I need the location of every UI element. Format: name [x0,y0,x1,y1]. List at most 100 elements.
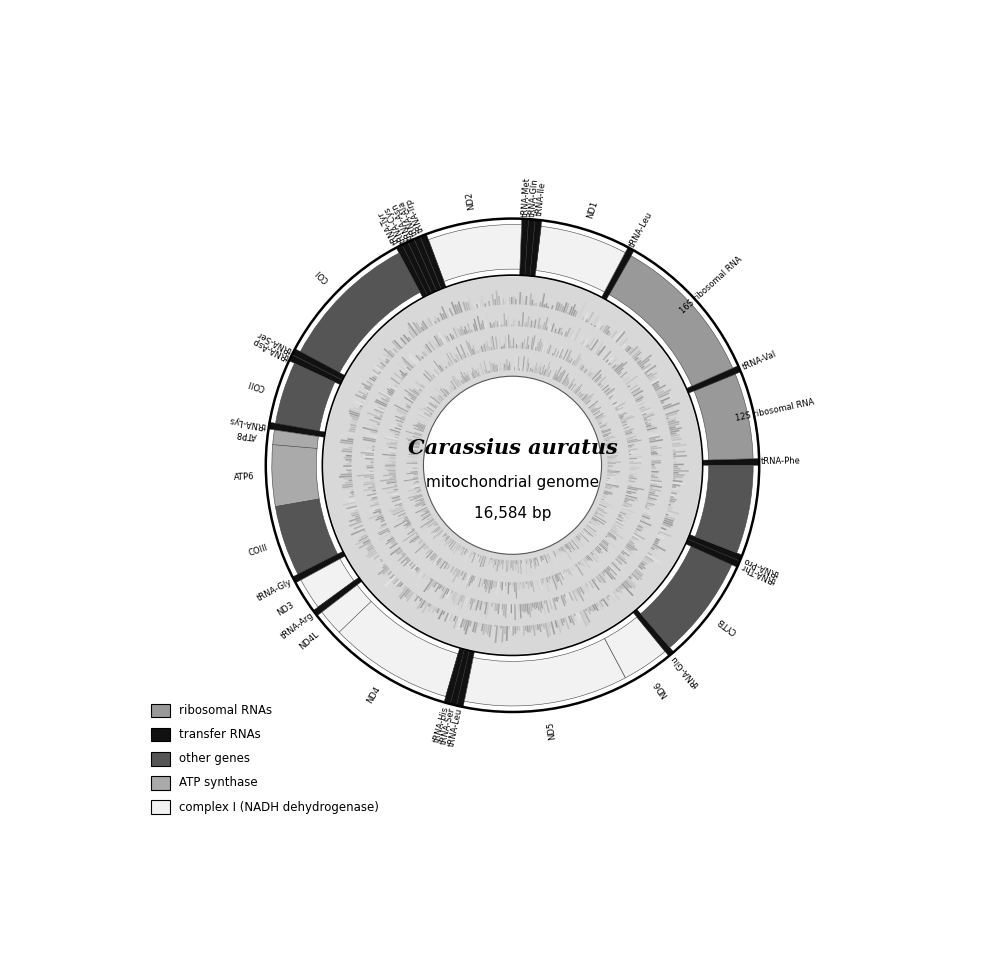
Wedge shape [650,445,653,446]
Wedge shape [431,526,440,534]
Wedge shape [540,372,541,374]
Wedge shape [600,351,607,359]
Wedge shape [596,415,605,421]
Wedge shape [515,582,517,599]
Wedge shape [446,536,449,539]
Wedge shape [450,590,453,593]
Wedge shape [453,313,455,316]
Wedge shape [390,442,398,445]
Wedge shape [626,492,632,494]
Wedge shape [596,350,600,355]
Wedge shape [368,514,382,519]
Wedge shape [542,370,545,375]
Wedge shape [605,484,619,488]
Wedge shape [363,400,365,402]
Wedge shape [608,532,616,539]
Wedge shape [425,343,432,353]
Wedge shape [394,404,409,413]
Wedge shape [450,567,456,577]
Wedge shape [578,533,587,543]
Wedge shape [381,523,387,526]
Wedge shape [510,363,511,370]
Wedge shape [415,544,426,553]
Wedge shape [600,425,607,429]
Wedge shape [532,325,534,328]
Wedge shape [411,448,419,450]
Wedge shape [552,353,554,356]
Wedge shape [561,572,564,577]
Wedge shape [667,508,672,511]
Wedge shape [348,467,352,469]
Wedge shape [380,361,386,367]
Wedge shape [374,555,380,560]
Wedge shape [381,397,389,402]
Wedge shape [587,582,590,586]
Text: COI: COI [314,266,331,284]
Wedge shape [435,583,441,592]
Wedge shape [367,447,375,450]
Wedge shape [602,571,605,574]
Wedge shape [431,607,436,613]
Wedge shape [639,406,644,409]
Wedge shape [627,578,636,586]
Wedge shape [620,415,632,421]
Wedge shape [600,573,606,579]
Wedge shape [623,503,632,508]
Wedge shape [410,565,417,573]
Wedge shape [557,573,563,585]
Wedge shape [422,574,426,578]
Wedge shape [627,439,638,442]
Wedge shape [530,337,534,350]
Wedge shape [371,480,374,481]
Wedge shape [564,545,568,549]
Wedge shape [606,330,610,335]
Wedge shape [670,496,674,498]
Wedge shape [393,348,398,354]
Wedge shape [619,338,625,345]
Wedge shape [612,401,617,405]
Wedge shape [626,347,632,352]
Wedge shape [616,367,624,374]
Wedge shape [508,334,510,348]
Wedge shape [644,509,650,512]
Wedge shape [420,416,429,422]
Wedge shape [346,454,352,456]
Wedge shape [417,475,418,476]
Wedge shape [478,372,480,376]
Wedge shape [648,432,650,434]
Wedge shape [490,369,491,373]
Wedge shape [481,346,483,352]
Wedge shape [617,408,629,414]
Wedge shape [415,507,427,514]
Wedge shape [626,433,634,436]
Wedge shape [343,448,352,451]
Wedge shape [507,560,509,572]
Wedge shape [418,355,423,360]
Wedge shape [645,422,648,424]
Wedge shape [633,390,643,396]
Wedge shape [623,581,629,588]
Wedge shape [673,470,689,472]
Wedge shape [456,355,460,361]
Wedge shape [588,581,594,588]
Wedge shape [603,492,608,495]
Wedge shape [422,351,427,357]
Wedge shape [649,376,655,381]
Wedge shape [444,612,449,622]
Wedge shape [443,611,447,619]
Wedge shape [651,466,655,467]
Wedge shape [387,346,397,355]
Wedge shape [516,364,518,370]
Wedge shape [503,582,505,593]
Wedge shape [501,581,503,590]
Wedge shape [463,329,466,334]
Wedge shape [577,336,581,343]
Wedge shape [499,339,501,349]
Wedge shape [417,570,422,576]
Wedge shape [641,547,732,647]
Wedge shape [629,467,640,468]
Wedge shape [408,356,417,365]
Wedge shape [451,566,453,569]
Wedge shape [670,432,677,435]
Wedge shape [450,649,469,705]
